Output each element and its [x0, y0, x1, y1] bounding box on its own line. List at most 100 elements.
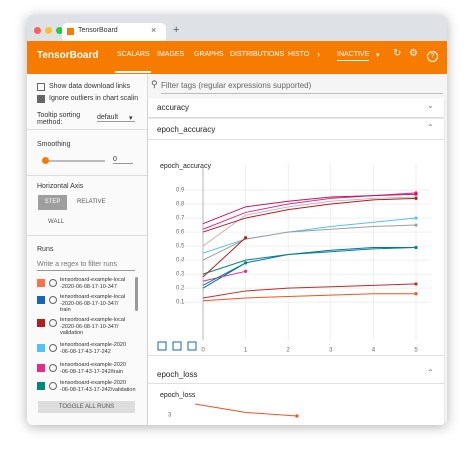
y-tick-label: 0.9: [176, 188, 185, 194]
slider-track: [45, 160, 105, 162]
run-color-dot: [49, 296, 57, 304]
runs-filter[interactable]: Write a regex to filter runs: [37, 261, 135, 271]
nav-tab[interactable]: DISTRIBUTIONS: [230, 51, 285, 58]
x-tick-label: 3: [329, 348, 333, 354]
nav-more[interactable]: ›: [317, 49, 320, 59]
series-line: [202, 217, 417, 254]
run-name: tensorboard-example-2020 -06-08-17-43-17…: [60, 362, 127, 375]
app-title: TensorBoard: [37, 50, 99, 61]
series-line: [202, 224, 417, 261]
tooltip-select[interactable]: default: [97, 114, 135, 122]
slider-thumb[interactable]: [42, 157, 49, 164]
tab-icon: [67, 28, 74, 35]
series-end-dot: [414, 216, 418, 220]
run-checkbox[interactable]: [37, 364, 45, 372]
series-line: [202, 237, 246, 278]
run-color-dot: [49, 319, 57, 327]
series-line: [202, 262, 246, 286]
group-title: epoch_accuracy: [157, 125, 216, 134]
settings-button[interactable]: ⚙: [409, 48, 418, 59]
nav-tab[interactable]: HISTO: [288, 51, 310, 58]
run-color-dot: [49, 344, 57, 352]
y-tick-label: 0.5: [176, 244, 185, 250]
group-title: accuracy: [157, 103, 190, 112]
divider: [27, 175, 147, 176]
group-title: epoch_loss: [157, 370, 198, 379]
y-tick-label: 0.7: [176, 216, 185, 222]
run-color-dot: [49, 279, 57, 287]
toggle-runs-button[interactable]: TOGGLE ALL RUNS: [38, 401, 135, 413]
minimize-button[interactable]: [45, 27, 52, 34]
series-end-dot: [244, 261, 248, 265]
scrollbar: [135, 277, 138, 311]
app-header: [27, 41, 447, 74]
x-tick-label: 1: [244, 348, 248, 354]
divider: [27, 235, 147, 236]
run-checkbox[interactable]: [37, 296, 45, 304]
browser-tab[interactable]: [62, 23, 166, 41]
help-button[interactable]: ?: [427, 51, 438, 62]
collapse-icon[interactable]: ⌃: [427, 368, 434, 377]
new-tab[interactable]: +: [173, 24, 180, 36]
run-name: tensorboard-example-local -2020-06-08-17…: [60, 294, 126, 313]
run-name: tensorboard-example-local -2020-06-08-17…: [60, 277, 126, 290]
axis-option[interactable]: WALL: [48, 219, 65, 225]
series-line: [194, 403, 298, 417]
expand-icon: ⌄: [427, 101, 434, 110]
smoothing-label: Smoothing: [37, 141, 71, 148]
nav-underline: [115, 71, 151, 73]
series-end-dot: [414, 245, 418, 250]
smoothing-input[interactable]: 0: [113, 156, 133, 164]
y-tick-label: 0.6: [176, 230, 185, 236]
chart-tool-button[interactable]: [157, 341, 167, 351]
y-tick-label: 0.4: [176, 258, 185, 264]
tab-close[interactable]: ×: [151, 25, 157, 35]
run-checkbox[interactable]: [37, 382, 45, 390]
run-checkbox[interactable]: [37, 344, 45, 352]
run-name: tensorboard-example-2020 -06-08-17-43-17…: [60, 380, 136, 393]
series-end-dot: [244, 236, 248, 240]
chart-title: epoch_loss: [160, 392, 196, 399]
close-button[interactable]: [34, 27, 41, 34]
chart-tool-button[interactable]: [187, 341, 197, 351]
chart: epoch_loss 3: [160, 392, 299, 419]
tag-filter[interactable]: Filter tags (regular expressions support…: [161, 81, 443, 94]
axis-option-selected[interactable]: STEP: [38, 195, 67, 210]
sidebar: [27, 74, 148, 425]
nav-tab[interactable]: GRAPHS: [194, 51, 224, 58]
runs-label: Runs: [37, 246, 54, 253]
status-dropdown[interactable]: INACTIVE: [337, 51, 370, 61]
run-name: tensorboard-example-2020 -06-08-17-43-17…: [60, 342, 127, 355]
series-line: [202, 270, 246, 282]
group-card: [148, 119, 444, 425]
series-line: [202, 246, 417, 275]
divider: [148, 139, 444, 140]
select-arrow: ▾: [129, 115, 133, 122]
run-checkbox[interactable]: [37, 279, 45, 287]
checkbox[interactable]: [37, 83, 45, 91]
browser-window: TensorBoard × + TensorBoard SCALARS IMAG…: [27, 15, 447, 425]
tooltip-label: Tooltip sorting method:: [37, 112, 81, 126]
search-icon: ⚲: [151, 79, 158, 89]
series-end-dot: [414, 292, 418, 296]
option-label: Ignore outliers in chart scalin: [49, 95, 139, 102]
axis-option[interactable]: RELATIVE: [77, 199, 106, 205]
axis-label: Horizontal Axis: [37, 183, 84, 190]
reload-button[interactable]: ↻: [393, 48, 402, 59]
nav-tab[interactable]: IMAGES: [157, 51, 185, 58]
series-end-dot: [244, 269, 248, 273]
divider: [148, 355, 444, 356]
run-checkbox[interactable]: [37, 319, 45, 327]
y-tick-label: 0.3: [176, 272, 185, 278]
zoom-button[interactable]: [56, 27, 63, 34]
run-color-dot: [49, 382, 57, 390]
run-name: tensorboard-example-local -2020-06-08-17…: [60, 317, 126, 336]
x-tick-label: 5: [414, 348, 418, 354]
nav-tab[interactable]: SCALARS: [117, 51, 150, 58]
chart-tool-button[interactable]: [172, 341, 182, 351]
group-card[interactable]: [148, 98, 444, 117]
collapse-icon[interactable]: ⌃: [427, 123, 434, 132]
checkbox[interactable]: [37, 95, 45, 103]
y-tick-label: 0.2: [176, 286, 185, 292]
series-line: [202, 193, 417, 225]
